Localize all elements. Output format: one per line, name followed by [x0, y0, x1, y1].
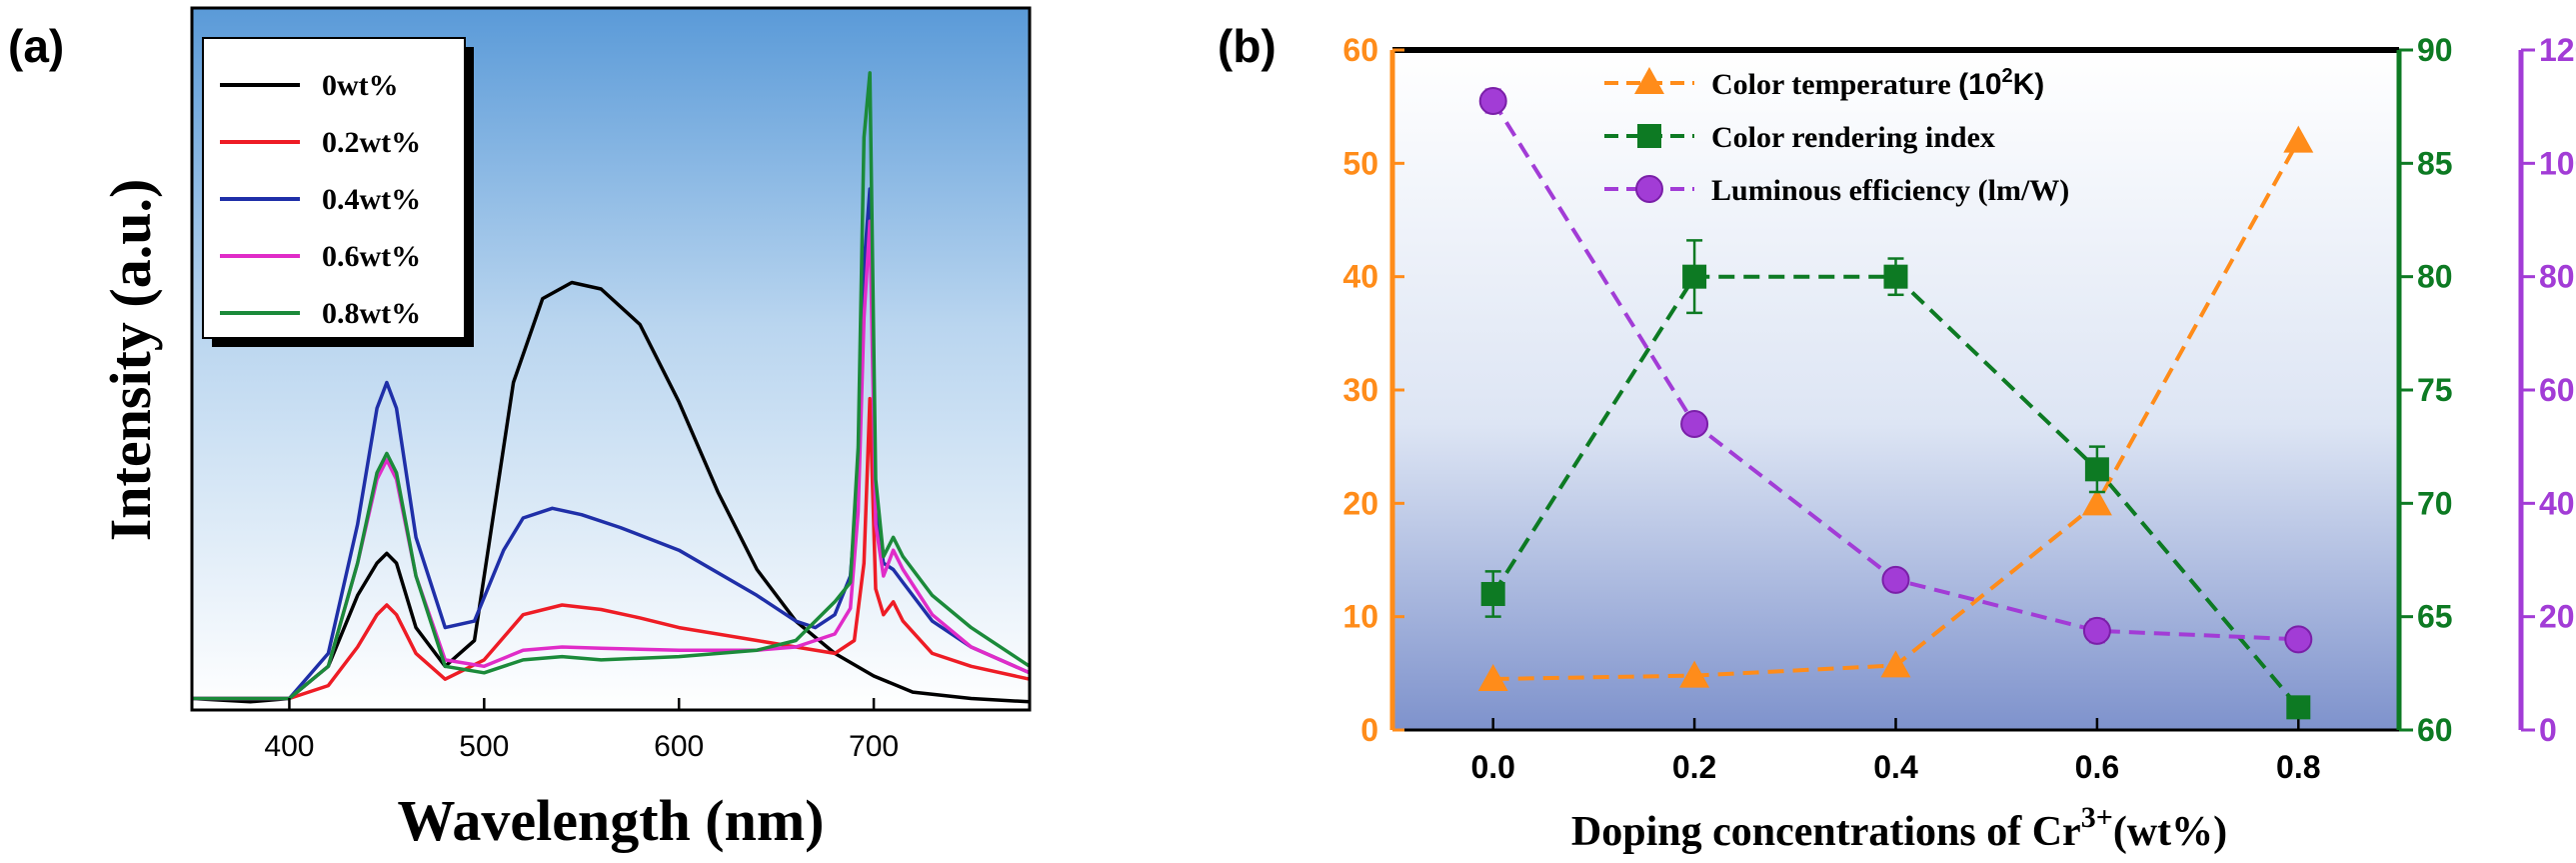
left-tick-label: 20	[1342, 485, 1378, 521]
x-tick-label-b: 0.0	[1470, 749, 1514, 785]
x-tick-label-a: 400	[264, 730, 314, 763]
legend-a: 0wt% 0.2wt% 0.4wt% 0.6wt% 0.8wt%	[202, 37, 474, 347]
right1-tick-label: 65	[2417, 599, 2453, 635]
left-tick-label: 10	[1342, 599, 1378, 635]
series-line-0.8wt-	[192, 71, 1031, 701]
right1-tick-label: 75	[2417, 372, 2453, 408]
right1-tick-label: 85	[2417, 145, 2453, 181]
x-tick-label-b: 0.4	[1873, 749, 1918, 785]
legend-label-0.8wt: 0.8wt%	[322, 297, 421, 330]
marker-color-rendering-index	[1682, 264, 1707, 289]
legend-marker-ct	[1634, 67, 1664, 94]
panel-label-a: (a)	[8, 20, 64, 72]
plot-area-b	[1392, 50, 2399, 730]
legend-box-a	[202, 37, 466, 339]
right1-tick-label: 70	[2417, 485, 2453, 521]
marker-color-temperature	[1477, 664, 1508, 691]
right1-tick-label: 60	[2417, 712, 2453, 748]
y-axis-title-a: Intensity (a.u.)	[98, 179, 163, 542]
left-tick-label: 60	[1342, 32, 1378, 68]
ticks-b: 0.0 0.2 0.4 0.6 0.80102030405060606570758085…	[1342, 32, 2576, 785]
legend-label-0wt: 0wt%	[322, 69, 399, 102]
left-tick-label: 40	[1342, 259, 1378, 295]
right1-tick-label: 80	[2417, 259, 2453, 295]
series-line-0.4wt-	[192, 187, 1031, 701]
marker-luminous-efficiency-lm-w-	[1478, 87, 1507, 115]
legend-label-0.2wt: 0.2wt%	[322, 126, 421, 159]
x-tick-label-a: 500	[459, 730, 509, 763]
right2-tick-label: 120	[2539, 32, 2576, 68]
right2-tick-label: 100	[2539, 145, 2576, 181]
left-tick-label: 50	[1342, 145, 1378, 181]
x-ticks-a: 400 500 600 700	[264, 698, 899, 763]
marker-luminous-efficiency-lm-w-	[2284, 625, 2313, 654]
legend-label-0.4wt: 0.4wt%	[322, 183, 421, 216]
legend-label-cri: Color rendering index	[1711, 121, 1995, 154]
left-tick-label: 30	[1342, 372, 1378, 408]
x-axis-title-b-suffix: (wt%)	[2113, 809, 2227, 855]
marker-luminous-efficiency-lm-w-	[2082, 616, 2111, 645]
x-tick-label-b: 0.2	[1672, 749, 1716, 785]
series-line-0.2wt-	[192, 396, 1031, 701]
legend-label-ct-unit: (10	[1958, 68, 2001, 101]
marker-color-temperature	[1880, 650, 1911, 678]
legend-label-ct-main: Color temperature	[1711, 68, 1951, 101]
x-tick-label-b: 0.8	[2276, 749, 2320, 785]
x-tick-label-a: 700	[849, 730, 899, 763]
legend-label-0.6wt: 0.6wt%	[322, 240, 421, 273]
x-tick-label-b: 0.6	[2075, 749, 2119, 785]
x-axis-title-b-main: Doping concentrations of Cr	[1571, 809, 2081, 855]
marker-color-rendering-index	[2286, 695, 2311, 720]
right2-tick-label: 40	[2539, 485, 2575, 521]
marker-luminous-efficiency-lm-w-	[1881, 565, 1910, 594]
x-axis-title-a: Wavelength (nm)	[398, 788, 825, 853]
marker-color-rendering-index	[1883, 264, 1908, 289]
right2-tick-label: 20	[2539, 599, 2575, 635]
legend-label-ct-sup: 2	[2002, 65, 2013, 87]
legend-label-ct-end: K)	[2013, 68, 2045, 101]
series-line-0wt-	[191, 280, 1031, 704]
legend-marker-cri	[1637, 124, 1661, 148]
marker-color-rendering-index	[2084, 457, 2109, 482]
panel-label-b: (b)	[1218, 20, 1277, 72]
right1-tick-label: 90	[2417, 32, 2453, 68]
series-group-a	[191, 71, 1031, 704]
x-axis-title-b-sup: 3+	[2081, 801, 2113, 834]
marker-color-temperature	[2283, 125, 2314, 153]
marker-color-rendering-index	[1480, 582, 1505, 606]
right2-tick-label: 0	[2539, 712, 2557, 748]
marker-luminous-efficiency-lm-w-	[1680, 410, 1709, 438]
plot-frame-a	[190, 6, 1032, 712]
legend-b: Color temperature (102K) Color rendering…	[1604, 65, 2069, 207]
legend-label-ct: Color temperature (102K)	[1711, 65, 2044, 101]
x-tick-label-a: 600	[654, 730, 704, 763]
marker-color-temperature	[2081, 488, 2112, 516]
right2-tick-label: 60	[2539, 372, 2575, 408]
x-axis-title-b: Doping concentrations of Cr3+(wt%)	[1571, 801, 2227, 855]
left-tick-label: 0	[1360, 712, 1378, 748]
legend-marker-le	[1635, 175, 1663, 203]
right2-tick-label: 80	[2539, 259, 2575, 295]
legend-label-le: Luminous efficiency (lm/W)	[1711, 174, 2069, 207]
marker-color-temperature	[1679, 660, 1710, 688]
series-group-b	[1477, 87, 2314, 720]
